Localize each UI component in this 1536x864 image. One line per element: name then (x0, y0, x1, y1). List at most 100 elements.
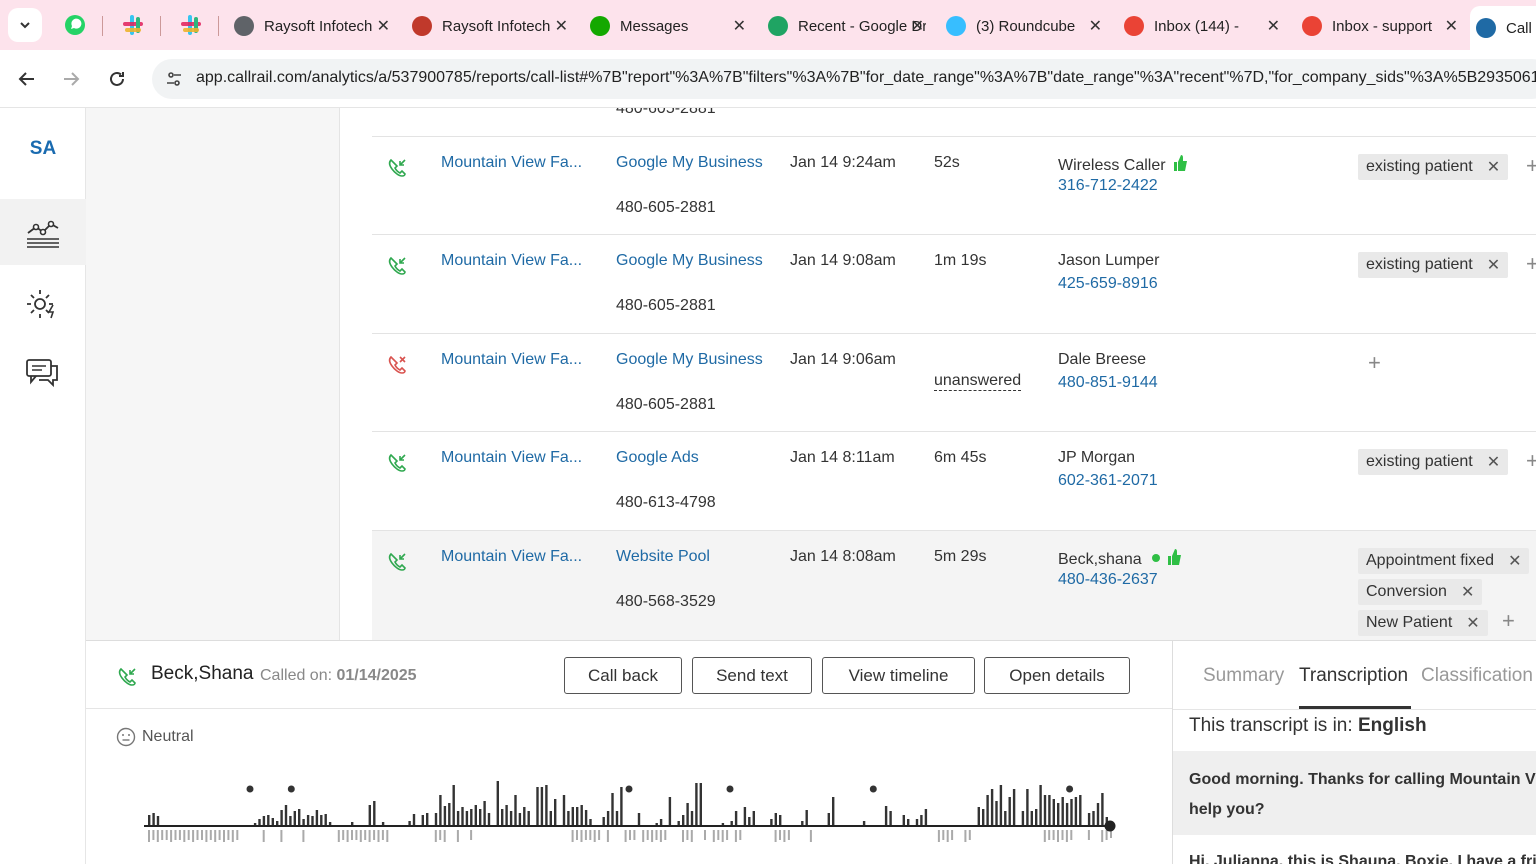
caller-number-link[interactable]: 316-712-2422 (1058, 177, 1158, 194)
waveform-bar-agent (1065, 803, 1069, 825)
waveform-bar-caller (779, 830, 781, 840)
back-button[interactable] (12, 64, 42, 94)
waveform-marker (625, 785, 633, 793)
remove-tag-icon[interactable]: ✕ (1466, 615, 1480, 632)
chat-icon (26, 359, 58, 388)
waveform-bar-agent (311, 816, 314, 825)
company-link[interactable]: Mountain View Fa... (441, 154, 583, 171)
tag-label: existing patient (1366, 453, 1473, 470)
caller-number-link[interactable]: 480-851-9144 (1058, 374, 1158, 391)
remove-tag-icon[interactable]: ✕ (1486, 159, 1501, 176)
caller-number-link[interactable]: 602-361-2071 (1058, 472, 1158, 489)
close-tab-icon[interactable]: ✕ (1444, 18, 1458, 35)
thumbs-up-icon[interactable] (1166, 548, 1182, 571)
call-back-button[interactable]: Call back (564, 657, 682, 694)
view-timeline-button[interactable]: View timeline (822, 657, 975, 694)
waveform-bar-caller (1110, 830, 1112, 838)
browser-tab[interactable]: Inbox - support ✕ (1296, 8, 1466, 44)
remove-tag-icon[interactable]: ✕ (1460, 584, 1475, 601)
call-row[interactable]: Mountain View Fa... Google My Business 480… (372, 334, 1536, 432)
waveform-bar-caller (439, 830, 442, 840)
waveform-bar-agent (779, 815, 782, 825)
waveform-bar-agent (977, 807, 980, 825)
sidebar-item-analytics[interactable] (0, 199, 86, 265)
call-row[interactable]: Mountain View Fa... Website Pool 480-568-3… (372, 531, 1536, 640)
sidebar-item-settings[interactable] (0, 271, 86, 337)
waveform-bar-agent (523, 807, 526, 825)
source-link[interactable]: Google My Business (616, 351, 763, 368)
source-link[interactable]: Google Ads (616, 449, 699, 466)
slack-pinned-tab[interactable] (120, 12, 146, 38)
waveform-bar-agent (571, 807, 574, 825)
site-info-icon[interactable] (162, 67, 186, 91)
waveform-bar-agent (518, 813, 522, 825)
add-tag-icon[interactable]: + (1526, 251, 1536, 276)
waveform-bar-caller (209, 830, 212, 840)
address-bar[interactable]: app.callrail.com/analytics/a/537900785/r… (152, 59, 1536, 99)
source-link[interactable]: Google My Business (616, 252, 763, 269)
company-link[interactable]: Mountain View Fa... (441, 449, 583, 466)
send-text-button[interactable]: Send text (692, 657, 812, 694)
close-tab-icon[interactable]: ✕ (1088, 18, 1102, 35)
browser-tab[interactable]: Inbox (144) - ✕ (1118, 8, 1288, 44)
waveform-bar-agent (1012, 789, 1016, 825)
slack-pinned-tab-2[interactable] (178, 12, 204, 38)
browser-tab[interactable]: Raysoft Infotech ✕ (228, 8, 398, 44)
call-row[interactable]: Mountain View Fa... Google My Business 480… (372, 137, 1536, 235)
waveform-bar-caller (1087, 830, 1090, 840)
caller-number-link[interactable]: 425-659-8916 (1058, 275, 1158, 292)
company-link[interactable]: Mountain View Fa... (441, 351, 583, 368)
company-link[interactable]: Mountain View Fa... (441, 252, 583, 269)
close-tab-icon[interactable]: ✕ (910, 18, 924, 35)
called-on: Called on: 01/14/2025 (260, 667, 417, 685)
call-tag: Appointment fixed ✕ (1358, 548, 1530, 574)
source-link[interactable]: Google My Business (616, 154, 763, 171)
whatsapp-pinned-tab[interactable] (62, 12, 88, 38)
browser-tab[interactable]: (3) Roundcube ✕ (940, 8, 1110, 44)
add-tag-icon[interactable]: + (1368, 350, 1381, 375)
open-details-button[interactable]: Open details (984, 657, 1130, 694)
browser-tab[interactable]: Raysoft Infotech ✕ (406, 8, 576, 44)
close-tab-icon[interactable]: ✕ (1266, 18, 1280, 35)
source-link[interactable]: Website Pool (616, 548, 710, 565)
arrow-right-icon (64, 72, 80, 86)
close-tab-icon[interactable]: ✕ (732, 18, 746, 35)
browser-tab-title: Call (1506, 19, 1532, 37)
browser-tab[interactable]: Messages ✕ (584, 8, 754, 44)
reload-button[interactable] (102, 64, 132, 94)
sidebar-item-conversations[interactable] (0, 340, 86, 406)
forward-button[interactable] (56, 64, 86, 94)
transcript-language-value: English (1357, 715, 1427, 736)
browser-tab[interactable]: Call (1470, 6, 1536, 50)
tab-summary[interactable]: Summary (1203, 665, 1285, 686)
call-status-unanswered[interactable]: unanswered (934, 372, 1022, 391)
call-row[interactable]: Mountain View Fa... Google My Business 480… (372, 235, 1536, 334)
waveform-bar-caller (223, 830, 225, 842)
remove-tag-icon[interactable]: ✕ (1486, 454, 1501, 471)
tab-search-button[interactable] (8, 8, 42, 42)
add-tag-icon[interactable]: + (1502, 608, 1515, 633)
call-row[interactable]: Mountain View Fa... Google Ads 480-613-479… (372, 432, 1536, 531)
waveform-bar-agent (999, 785, 1003, 825)
remove-tag-icon[interactable]: ✕ (1508, 553, 1522, 570)
call-audio-waveform[interactable] (144, 776, 1124, 864)
company-link[interactable]: Mountain View Fa... (441, 548, 583, 565)
waveform-marker (726, 785, 734, 793)
remove-tag-icon[interactable]: ✕ (1486, 257, 1501, 274)
waveform-bar-agent (284, 805, 288, 825)
add-tag-icon[interactable]: + (1526, 153, 1536, 178)
waveform-bar-caller (576, 830, 578, 840)
account-initials[interactable]: SA (29, 138, 57, 159)
transcript-message-caller: Hi, Julianna, this is Shauna, Boxie. I h… (1189, 853, 1536, 864)
whatsapp-icon (65, 15, 85, 35)
tab-transcription[interactable]: Transcription (1299, 665, 1409, 686)
caller-number-link[interactable]: 480-436-2637 (1058, 571, 1158, 588)
close-tab-icon[interactable]: ✕ (554, 18, 568, 35)
call-duration: 1m 19s (934, 252, 987, 269)
add-tag-icon[interactable]: + (1526, 448, 1536, 473)
close-tab-icon[interactable]: ✕ (376, 18, 390, 35)
browser-tab[interactable]: Recent - Google Drive✕ (762, 8, 932, 44)
waveform-bar-agent (1039, 785, 1042, 825)
thumbs-up-icon[interactable] (1172, 154, 1188, 177)
tab-classification[interactable]: Classification (1421, 665, 1533, 686)
